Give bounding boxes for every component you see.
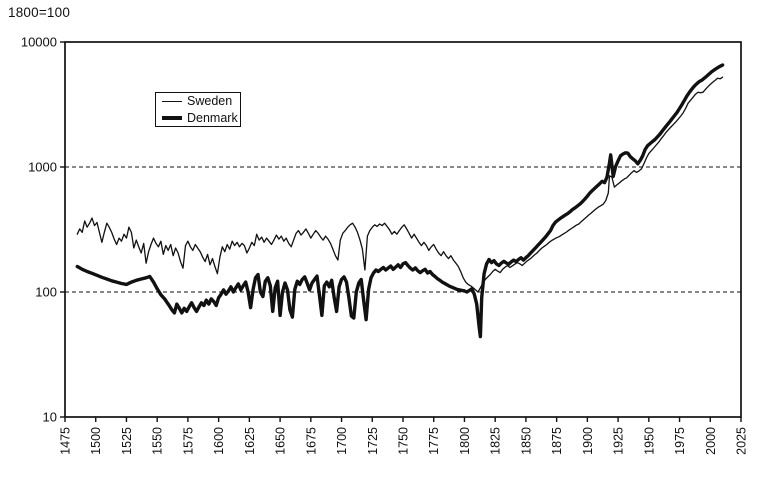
y-tick-label: 10000 (21, 35, 57, 50)
denmark-line-swatch-icon (162, 116, 182, 120)
x-tick-label: 1700 (335, 427, 349, 455)
x-tick-label: 1600 (212, 427, 226, 455)
x-tick-label: 1675 (304, 427, 318, 455)
x-tick-label: 1650 (274, 427, 288, 455)
x-tick-label: 1475 (59, 427, 73, 455)
x-tick-label: 1975 (673, 427, 687, 455)
denmark-line (75, 63, 725, 339)
x-tick-label: 1500 (89, 427, 103, 455)
legend-item-sweden: Sweden (162, 94, 240, 108)
x-tick-label: 1925 (612, 427, 626, 455)
legend-label-denmark: Denmark (187, 110, 238, 125)
x-tick-label: 1775 (427, 427, 441, 455)
x-tick-label: 1625 (243, 427, 257, 455)
x-tick-label: 1525 (120, 427, 134, 455)
x-tick-label: 1750 (397, 427, 411, 455)
x-tick-label: 1850 (519, 427, 533, 455)
x-tick-label: 1725 (366, 427, 380, 455)
y-tick-label: 10 (43, 410, 57, 425)
x-tick-label: 1575 (181, 427, 195, 455)
x-tick-label: 2025 (735, 427, 749, 455)
sweden-line-swatch-icon (162, 100, 182, 102)
y-tick-label: 1000 (28, 160, 57, 175)
x-tick-label: 1875 (550, 427, 564, 455)
y-tick-label: 100 (35, 285, 57, 300)
y-axis: 10 100 1000 10000 (21, 35, 65, 425)
legend-item-denmark: Denmark (162, 111, 240, 125)
x-tick-label: 1800 (458, 427, 472, 455)
sweden-line (76, 76, 724, 293)
x-tick-label: 1900 (581, 427, 595, 455)
x-tick-label: 1950 (642, 427, 656, 455)
x-tick-label: 2000 (704, 427, 718, 455)
index-base-note: 1800=100 (8, 5, 71, 20)
x-tick-label: 1550 (151, 427, 165, 455)
legend-box: Sweden Denmark (155, 92, 241, 127)
x-axis: 1475 1500 1525 1550 1575 1600 1625 1650 1675 1700… (59, 417, 749, 455)
legend-label-sweden: Sweden (187, 93, 233, 108)
x-tick-label: 1825 (489, 427, 503, 455)
